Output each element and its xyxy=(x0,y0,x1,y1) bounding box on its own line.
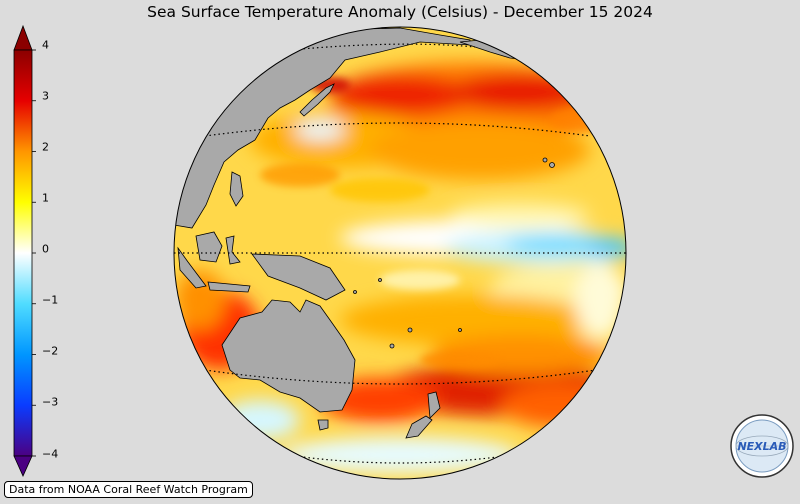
data-credit: Data from NOAA Coral Reef Watch Program xyxy=(4,481,253,498)
logo-text: NEXLAB xyxy=(737,440,786,453)
globe-outline xyxy=(173,26,627,480)
latitude-gridlines xyxy=(174,43,626,464)
colorbar-tick-label: −1 xyxy=(42,293,59,307)
colorbar-tick-label: 3 xyxy=(42,89,49,103)
colorbar: 4 3 2 1 0 −1 −2 −3 −4 xyxy=(10,24,70,480)
colorbar-tick-label: 2 xyxy=(42,140,49,154)
colorbar-tick-label: −2 xyxy=(42,344,59,358)
colorbar-tick-label: 0 xyxy=(42,242,49,256)
colorbar-min-extension xyxy=(13,455,33,477)
nexlab-logo: NEXLAB xyxy=(730,414,794,478)
map-title: Sea Surface Temperature Anomaly (Celsius… xyxy=(147,3,653,21)
colorbar-gradient xyxy=(13,24,36,477)
colorbar-tick-label: −3 xyxy=(42,395,59,409)
colorbar-tick-label: 4 xyxy=(42,38,49,52)
colorbar-tick-label: 1 xyxy=(42,191,49,205)
colorbar-tick-label: −4 xyxy=(42,447,59,461)
